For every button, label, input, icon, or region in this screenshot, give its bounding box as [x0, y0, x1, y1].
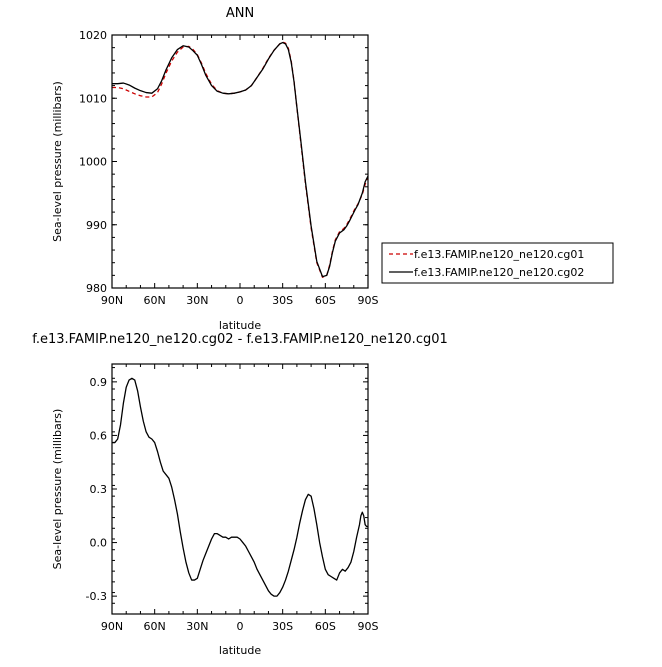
y-tick-label: 0.0	[90, 537, 108, 550]
series-line-1	[112, 377, 368, 597]
chart-title: ANN	[226, 6, 254, 21]
series-line-2	[112, 41, 369, 278]
chart-panel-bottom: f.e13.FAMIP.ne120_ne120.cg02 - f.e13.FAM…	[32, 332, 448, 657]
x-tick-label: 90N	[101, 294, 123, 307]
plot-frame	[111, 363, 369, 615]
x-tick-label: 30S	[272, 620, 293, 633]
chart-title: f.e13.FAMIP.ne120_ne120.cg02 - f.e13.FAM…	[32, 332, 448, 347]
x-tick-label: 90S	[358, 620, 379, 633]
y-tick-label: 980	[86, 282, 107, 295]
legend-box	[381, 242, 614, 284]
x-tick-label: 30N	[186, 620, 208, 633]
y-tick-label: 1000	[79, 156, 107, 169]
series-line-1	[112, 41, 369, 278]
y-tick-label: 1010	[79, 92, 107, 105]
y-tick-label: 0.6	[90, 429, 108, 442]
legend: f.e13.FAMIP.ne120_ne120.cg01 f.e13.FAMIP…	[381, 242, 614, 284]
y-tick-label: 990	[86, 219, 107, 232]
chart-series-group	[112, 377, 368, 597]
axis-ticks: 90N 60N 30N 0 30S 60S 90S 980 990 1000 1010 1020	[79, 29, 379, 307]
y-axis-label: Sea-level pressure (millibars)	[51, 409, 64, 570]
x-tick-label: 0	[237, 620, 244, 633]
chart-panel-top: ANN 90N 60N 30N 0 30S 60S 90S 980 990 1000 1010 102…	[51, 6, 614, 332]
chart-series-group	[112, 41, 369, 278]
x-axis-label: latitude	[219, 644, 261, 657]
x-tick-label: 90N	[101, 620, 123, 633]
plot-frame	[111, 34, 369, 289]
legend-label-cg02: f.e13.FAMIP.ne120_ne120.cg02	[414, 266, 584, 279]
y-axis-label: Sea-level pressure (millibars)	[51, 81, 64, 242]
y-tick-label: 1020	[79, 29, 107, 42]
x-tick-label: 60N	[144, 294, 166, 307]
y-tick-label: 0.3	[90, 483, 108, 496]
x-axis-label: latitude	[219, 319, 261, 332]
x-tick-label: 60S	[315, 294, 336, 307]
x-tick-label: 60S	[315, 620, 336, 633]
x-tick-label: 90S	[358, 294, 379, 307]
x-tick-label: 30S	[272, 294, 293, 307]
x-tick-label: 0	[237, 294, 244, 307]
y-tick-label: -0.3	[86, 590, 107, 603]
x-tick-label: 30N	[186, 294, 208, 307]
y-tick-label: 0.9	[90, 376, 108, 389]
axis-ticks: 90N 60N 30N 0 30S 60S 90S -0.3 0.0 0.3 0.6 0.9	[86, 364, 379, 633]
legend-label-cg01: f.e13.FAMIP.ne120_ne120.cg01	[414, 248, 584, 261]
x-tick-label: 60N	[144, 620, 166, 633]
